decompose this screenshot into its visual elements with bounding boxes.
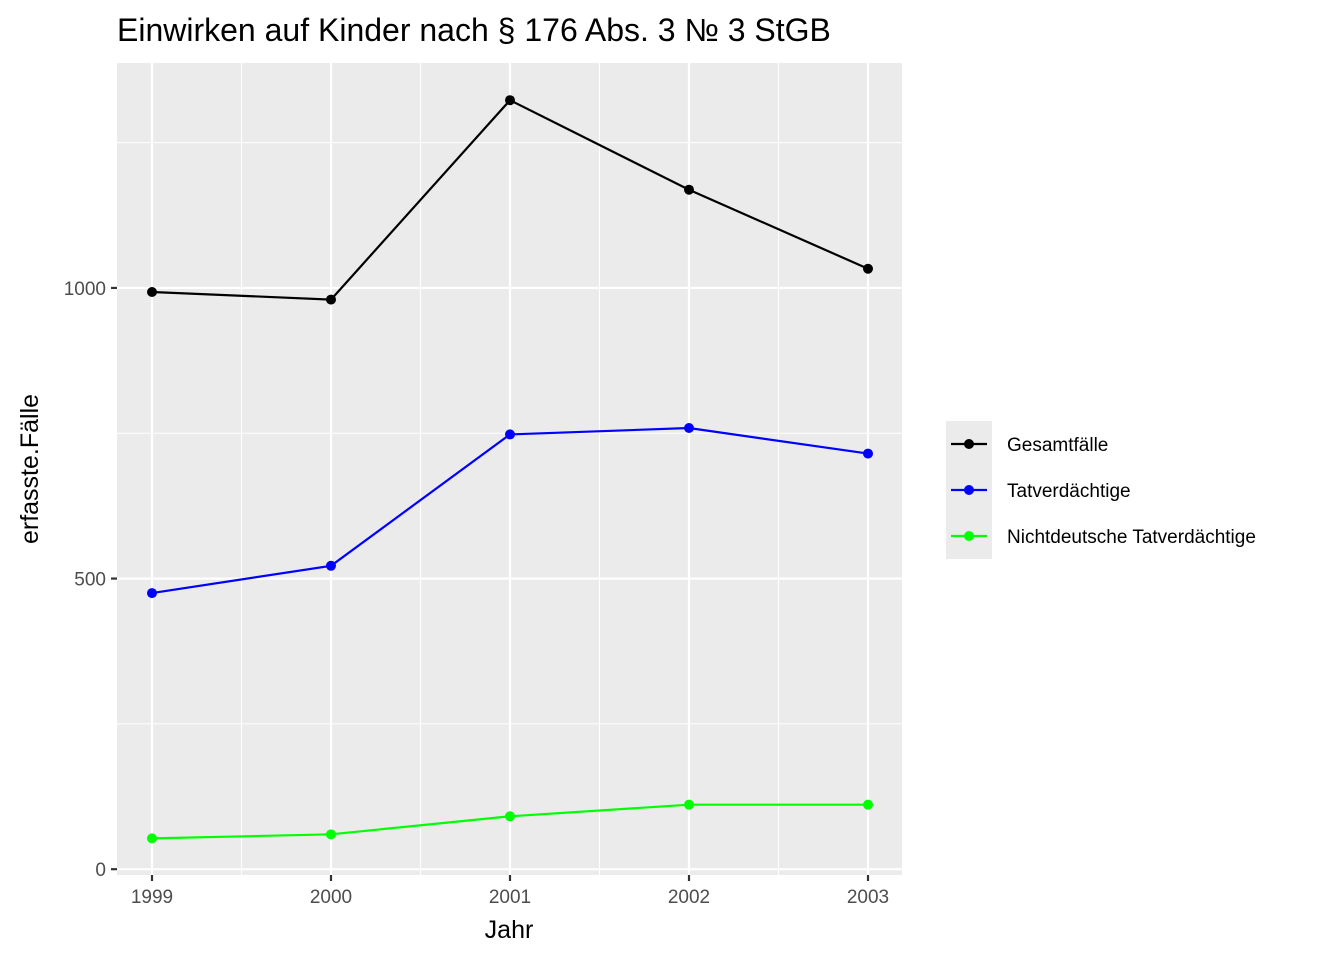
x-tick-label: 2000	[310, 887, 352, 908]
x-tick-label: 2002	[668, 887, 710, 908]
y-axis: 0 500 1000	[64, 279, 117, 881]
legend-key-point	[964, 531, 974, 541]
x-tick-label: 1999	[131, 887, 173, 908]
data-point	[147, 287, 157, 298]
y-tick-label: 1000	[64, 279, 106, 300]
x-tick-label: 2001	[489, 887, 531, 908]
chart-title: Einwirken auf Kinder nach § 176 Abs. 3 №…	[117, 12, 831, 48]
legend-label: Tatverdächtige	[1007, 481, 1131, 502]
data-point	[863, 799, 873, 810]
data-point	[863, 448, 873, 459]
legend: Gesamtfälle Tatverdächtige Nichtdeutsche T…	[946, 421, 1256, 559]
x-axis-title: Jahr	[485, 916, 534, 944]
data-point	[326, 560, 336, 571]
data-point	[505, 811, 515, 822]
data-point	[147, 588, 157, 599]
x-axis: 1999 2000 2001 2002 2003	[131, 875, 889, 908]
legend-label: Gesamtfälle	[1007, 435, 1108, 456]
data-point	[505, 95, 515, 106]
data-point	[326, 294, 336, 305]
legend-label: Nichtdeutsche Tatverdächtige	[1007, 527, 1256, 548]
y-tick-label: 0	[95, 860, 106, 881]
data-point	[326, 829, 336, 840]
x-tick-label: 2003	[847, 887, 889, 908]
legend-key-point	[964, 485, 974, 495]
data-point	[684, 184, 694, 195]
y-axis-title: erfasste.Fälle	[16, 394, 44, 544]
y-tick-label: 500	[74, 570, 106, 591]
data-point	[147, 833, 157, 844]
data-point	[684, 799, 694, 810]
data-point	[863, 263, 873, 274]
data-point	[684, 423, 694, 434]
series-layer	[147, 95, 873, 844]
data-point	[505, 429, 515, 440]
legend-key-point	[964, 439, 974, 449]
